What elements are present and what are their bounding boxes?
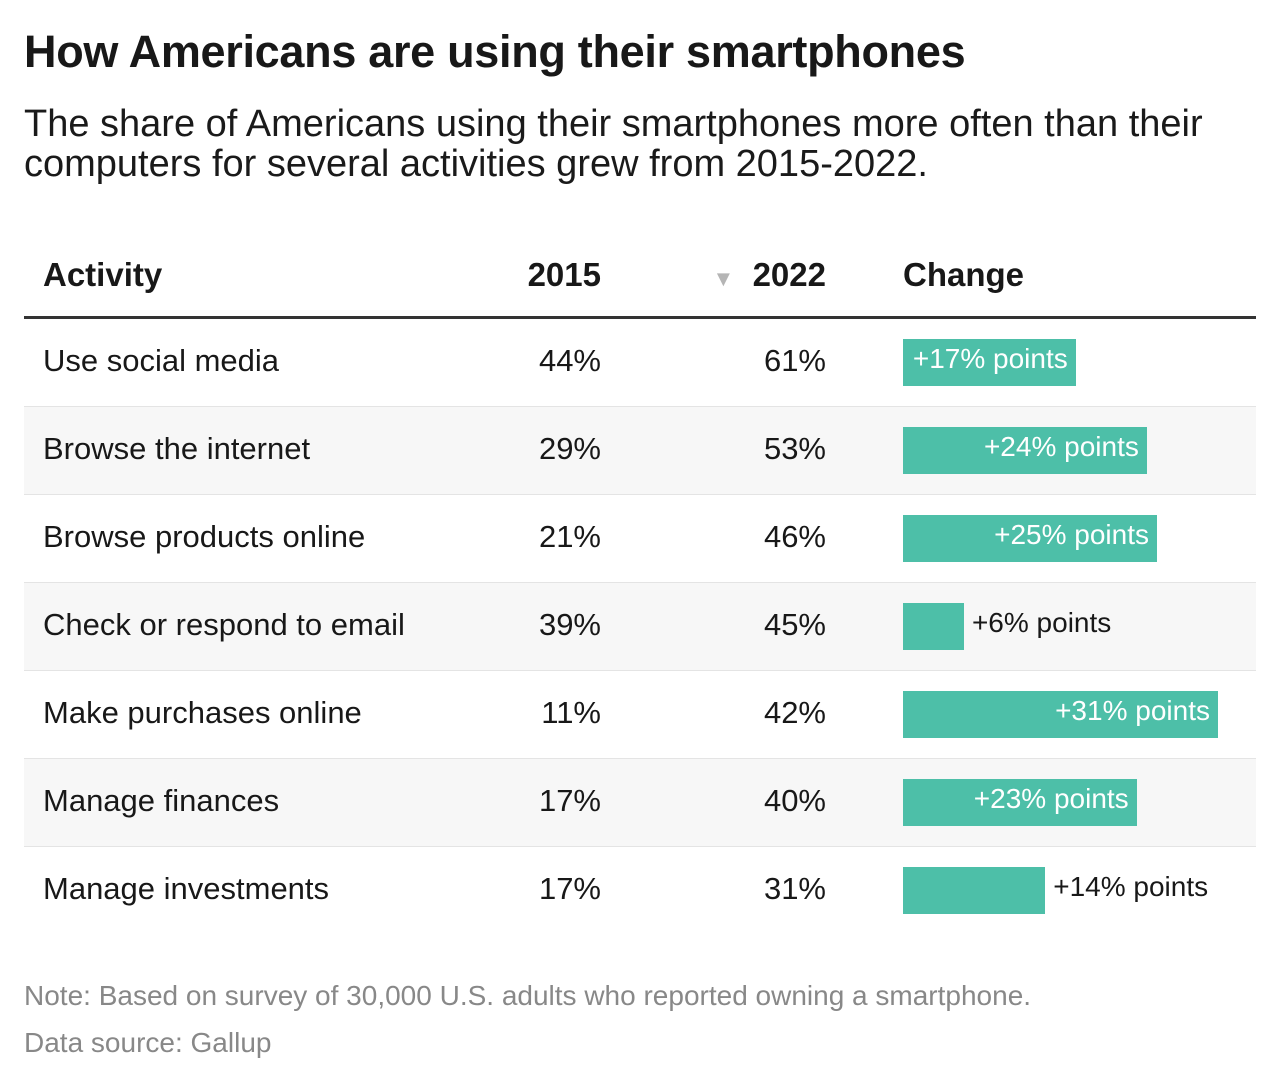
value-2015-cell: 29% <box>538 431 601 466</box>
table-row: Manage finances 17% 40% +23% points <box>24 759 1256 847</box>
change-label: +25% points <box>994 519 1149 550</box>
change-bar <box>903 603 964 650</box>
change-bar <box>903 779 1137 826</box>
value-2015-cell: 17% <box>538 783 601 818</box>
activity-cell: Manage finances <box>43 783 280 818</box>
table-row: Browse products online 21% 46% +25% points <box>24 495 1256 583</box>
data-table: Activity 2015 ▼ 2022 Change Use social m… <box>24 238 1256 934</box>
value-2015-cell: 17% <box>538 871 601 906</box>
value-2022-cell: 42% <box>763 695 826 730</box>
value-2022-cell: 45% <box>763 607 826 642</box>
value-2015-cell: 39% <box>538 607 601 642</box>
change-label: +31% points <box>1055 695 1210 726</box>
header-2015[interactable]: 2015 <box>527 256 601 293</box>
table-row: Make purchases online 11% 42% +31% points <box>24 671 1256 759</box>
change-label: +14% points <box>1053 871 1209 902</box>
header-change[interactable]: Change <box>903 256 1025 293</box>
header-2022-label: 2022 <box>752 256 826 293</box>
activity-cell: Use social media <box>43 343 280 378</box>
header-2022[interactable]: ▼ 2022 <box>712 256 826 294</box>
change-label: +6% points <box>971 607 1112 638</box>
change-label: +24% points <box>983 431 1139 462</box>
value-2015-cell: 44% <box>538 343 601 378</box>
table-row: Use social media 44% 61% +17% points <box>24 319 1256 407</box>
sort-descending-icon: ▼ <box>712 266 735 291</box>
chart-subtitle: The share of Americans using their smart… <box>24 103 1203 185</box>
header-activity[interactable]: Activity <box>43 256 163 293</box>
value-2022-cell: 46% <box>763 519 826 554</box>
change-label: +17% points <box>912 343 1068 374</box>
change-bar <box>903 867 1046 914</box>
change-bar <box>903 691 1218 738</box>
value-2022-cell: 53% <box>763 431 826 466</box>
change-bar <box>903 515 1157 562</box>
value-2015-cell: 11% <box>541 695 601 730</box>
footnote: Note: Based on survey of 30,000 U.S. adu… <box>24 980 1032 1011</box>
change-bar <box>903 339 1076 386</box>
value-2022-cell: 31% <box>763 871 826 906</box>
value-2022-cell: 40% <box>763 783 826 818</box>
table-header: Activity 2015 ▼ 2022 Change <box>24 238 1256 319</box>
chart-title: How Americans are using their smartphone… <box>24 26 966 77</box>
activity-cell: Check or respond to email <box>43 607 405 642</box>
change-label: +23% points <box>973 783 1129 814</box>
value-2022-cell: 61% <box>763 343 826 378</box>
data-source: Data source: Gallup <box>24 1027 272 1058</box>
activity-cell: Manage investments <box>43 871 330 906</box>
table-row: Browse the internet 29% 53% +24% points <box>24 407 1256 495</box>
change-bar <box>903 427 1147 474</box>
table-row: Check or respond to email 39% 45% +6% point… <box>24 583 1256 671</box>
activity-cell: Make purchases online <box>43 695 362 730</box>
table-row: Manage investments 17% 31% +14% points <box>24 847 1256 934</box>
activity-cell: Browse the internet <box>43 431 311 466</box>
activity-cell: Browse products online <box>43 519 366 554</box>
value-2015-cell: 21% <box>538 519 601 554</box>
